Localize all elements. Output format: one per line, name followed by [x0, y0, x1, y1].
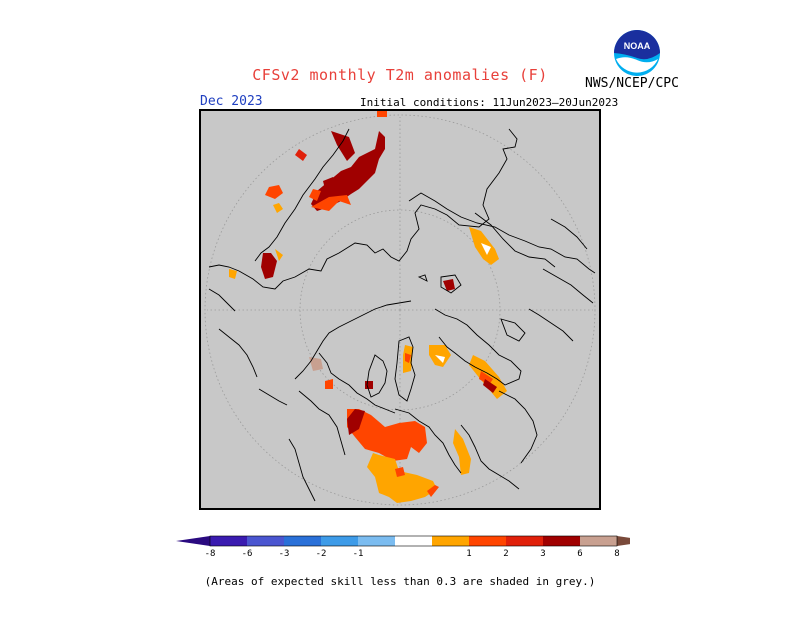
legend-swatch [580, 536, 617, 546]
noaa-logo-text: NOAA [624, 41, 651, 51]
legend-tick-label: -3 [279, 549, 290, 559]
legend-tick-label: -1 [353, 549, 364, 559]
anomaly-patch [367, 453, 437, 503]
legend-swatch [321, 536, 358, 546]
legend-low-arrow [176, 536, 210, 546]
legend-swatch [432, 536, 469, 546]
anomaly-patch [483, 379, 497, 393]
anomaly-patch [479, 371, 493, 385]
legend-tick-label: 2 [503, 549, 508, 559]
anomaly-patch [377, 111, 387, 117]
legend-swatch [395, 536, 432, 546]
anomaly-patch [443, 279, 455, 291]
legend-swatch [543, 536, 580, 546]
anomaly-patch [365, 381, 373, 389]
legend-tick-label: 8 [614, 549, 619, 559]
anomaly-patch [295, 149, 307, 161]
agency-label: NWS/NCEP/CPC [585, 76, 679, 91]
legend-swatch [210, 536, 247, 546]
anomaly-patch [395, 467, 405, 477]
map-title: CFSv2 monthly T2m anomalies (F) [252, 66, 548, 84]
noaa-logo: NOAA [612, 28, 662, 82]
anomaly-patch [427, 485, 439, 497]
legend-tick-label: -6 [242, 549, 253, 559]
anomaly-patch [323, 177, 337, 189]
legend-tick-label: 6 [577, 549, 582, 559]
coastlines [208, 128, 596, 502]
legend-tick-label: -8 [205, 549, 216, 559]
anomaly-patch [261, 253, 277, 279]
footnote: (Areas of expected skill less than 0.3 a… [204, 575, 596, 588]
legend-swatch [506, 536, 543, 546]
anomaly-patch [309, 189, 321, 201]
initial-conditions: Initial conditions: 11Jun2023–20Jun2023 [360, 96, 619, 109]
anomaly-patch [273, 203, 283, 213]
anomaly-patch [347, 409, 365, 435]
legend-high-arrow [617, 536, 651, 546]
legend-swatch [284, 536, 321, 546]
anomaly-patch [311, 131, 385, 211]
legend-frame [209, 535, 618, 547]
anomaly-patches [229, 111, 507, 503]
anomaly-patch [311, 195, 351, 211]
polar-map [199, 109, 601, 514]
legend-tick-label: 1 [466, 549, 471, 559]
anomaly-patch [453, 429, 471, 475]
legend-tick-label: -2 [316, 549, 327, 559]
anomaly-patch [331, 131, 355, 161]
anomaly-patch [405, 353, 411, 363]
anomaly-patch [229, 269, 237, 279]
anomaly-patch [347, 409, 427, 461]
anomaly-patch [325, 379, 333, 389]
legend-swatch [358, 536, 395, 546]
anomaly-patch [309, 357, 323, 371]
anomaly-patch [265, 185, 283, 199]
anomaly-patch [481, 243, 491, 255]
anomaly-patch [275, 249, 283, 261]
legend-swatch [469, 536, 506, 546]
legend-tick-label: 3 [540, 549, 545, 559]
forecast-month: Dec 2023 [200, 94, 263, 109]
color-legend: -8 -6 -3 -2 -1 1 2 3 6 8 [170, 533, 651, 567]
graticule [204, 114, 596, 506]
legend-swatch [247, 536, 284, 546]
anomaly-patch [435, 355, 445, 363]
